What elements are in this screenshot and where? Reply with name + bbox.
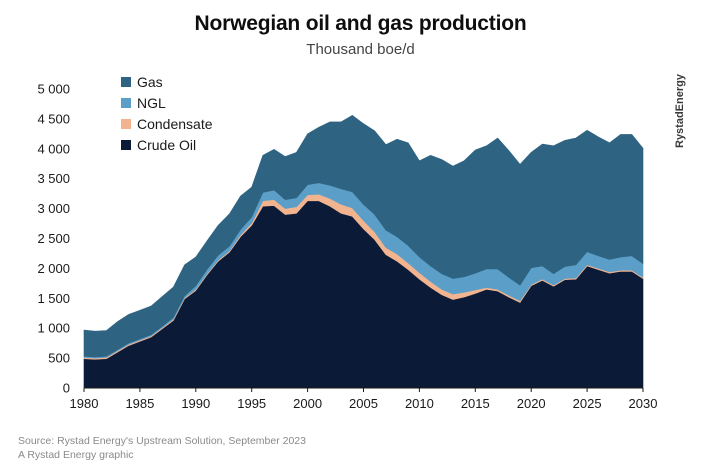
- chart-subtitle: Thousand boe/d: [306, 41, 415, 58]
- legend-swatch-ngl: [121, 98, 131, 108]
- chart-title: Norwegian oil and gas production: [194, 12, 527, 35]
- area-series-group: [83, 114, 644, 389]
- y-tick-label: 4 000: [37, 141, 70, 156]
- x-tick-label: 2020: [517, 396, 546, 411]
- y-tick-label: 5 000: [37, 82, 70, 97]
- x-tick-label: 2030: [629, 396, 658, 411]
- footer: Source: Rystad Energy's Upstream Solutio…: [18, 434, 306, 462]
- y-tick-label: 2 000: [37, 261, 70, 276]
- x-tick-label: 2005: [349, 396, 378, 411]
- axes-group: 0 500 1 000 1 500 2 000 2 500 3 000 3 500 4 000 4…: [37, 82, 657, 412]
- x-tick-label: 1995: [237, 396, 266, 411]
- x-tick-label: 2015: [461, 396, 490, 411]
- legend-label-crude-oil: Crude Oil: [137, 137, 196, 153]
- legend-swatch-gas: [121, 77, 131, 87]
- credit-note: A Rystad Energy graphic: [18, 449, 134, 461]
- legend-label-ngl: NGL: [137, 95, 166, 111]
- legend: Gas NGL Condensate Crude Oil: [121, 74, 213, 153]
- x-tick-label: 1985: [125, 396, 154, 411]
- y-tick-label: 1 500: [37, 291, 70, 306]
- area-gas: [83, 114, 644, 358]
- legend-swatch-crude-oil: [121, 140, 131, 150]
- y-tick-label: 4 500: [37, 111, 70, 126]
- y-tick-label: 2 500: [37, 231, 70, 246]
- x-tick-label: 2025: [573, 396, 602, 411]
- y-tick-label: 3 000: [37, 201, 70, 216]
- y-tick-label: 0: [63, 381, 70, 396]
- legend-swatch-condensate: [121, 119, 131, 129]
- production-chart: 0 500 1 000 1 500 2 000 2 500 3 000 3 500 4 000 4…: [37, 74, 657, 412]
- y-tick-label: 3 500: [37, 171, 70, 186]
- x-tick-label: 1980: [70, 396, 99, 411]
- y-tick-label: 500: [48, 351, 70, 366]
- legend-label-condensate: Condensate: [137, 116, 213, 132]
- x-tick-label: 2000: [293, 396, 322, 411]
- y-tick-label: 1 000: [37, 321, 70, 336]
- source-note: Source: Rystad Energy's Upstream Solutio…: [18, 435, 306, 447]
- x-tick-label: 2010: [405, 396, 434, 411]
- x-tick-label: 1990: [181, 396, 210, 411]
- legend-label-gas: Gas: [137, 74, 163, 90]
